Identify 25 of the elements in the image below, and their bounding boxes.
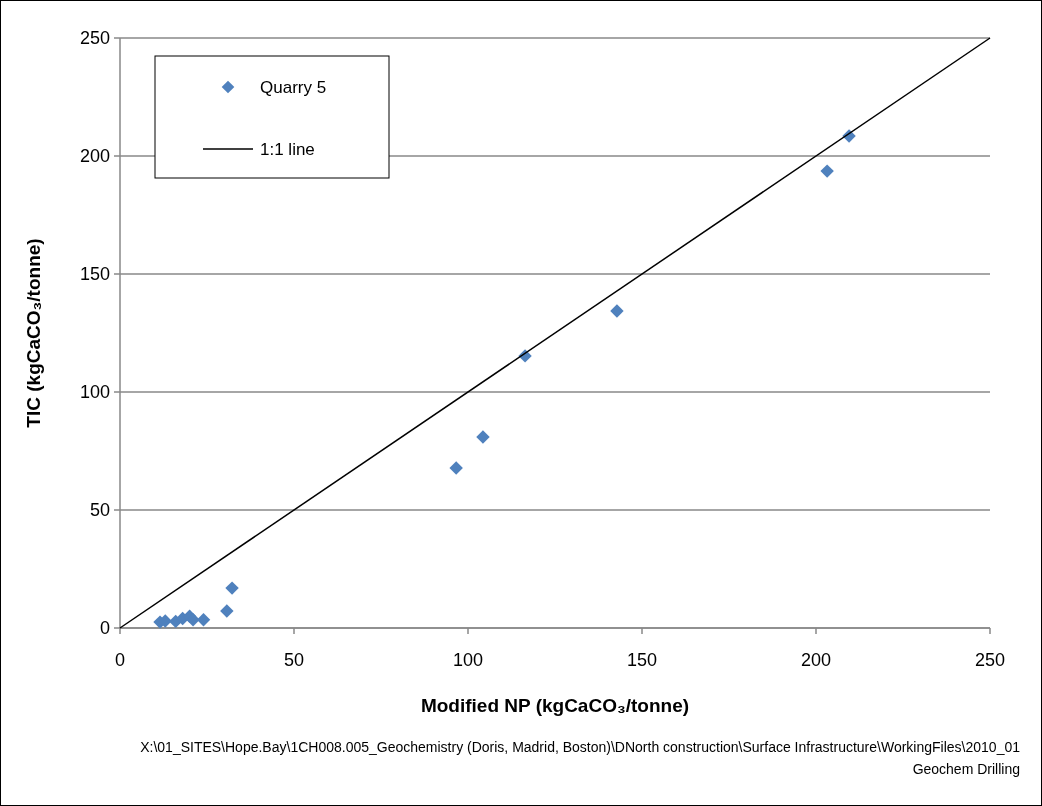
legend-label: 1:1 line	[260, 139, 315, 159]
y-tick-label: 200	[79, 146, 110, 167]
x-tick-label: 50	[283, 650, 305, 670]
x-tick-label: 150	[626, 650, 658, 670]
text: X:\01_SITES\Hope.Bay\1CH008.005_Geochemistry (Doris, Madrid, Boston)\DNorth construction\Surface Infrastructure\WorkingFiles\2010_01 Geochem Drilling	[140, 739, 1021, 777]
y-tick-label: 150	[79, 264, 110, 285]
point	[220, 604, 234, 618]
y-tick-label: 50	[89, 500, 110, 521]
y-tick-label: 250	[79, 28, 110, 49]
x-tick-label: 200	[800, 650, 832, 670]
x-tick-label: 0	[114, 650, 126, 670]
y-tick-label: 0	[99, 618, 110, 639]
point	[225, 581, 239, 595]
point	[476, 430, 490, 444]
point	[449, 461, 463, 475]
point	[186, 613, 200, 627]
point	[196, 613, 211, 627]
point	[610, 304, 624, 318]
x-tick-label: 100	[452, 650, 484, 670]
legend-label: Quarry 5	[260, 77, 327, 97]
x-tick-label: 250	[974, 650, 1006, 670]
y-axis-title: TIC (kgCaCO₃/tonne)	[23, 238, 44, 428]
point	[820, 164, 834, 178]
x-axis-title: Modified NP (kgCaCO₃/tonne)	[420, 695, 690, 716]
y-tick-label: 100	[79, 382, 110, 403]
